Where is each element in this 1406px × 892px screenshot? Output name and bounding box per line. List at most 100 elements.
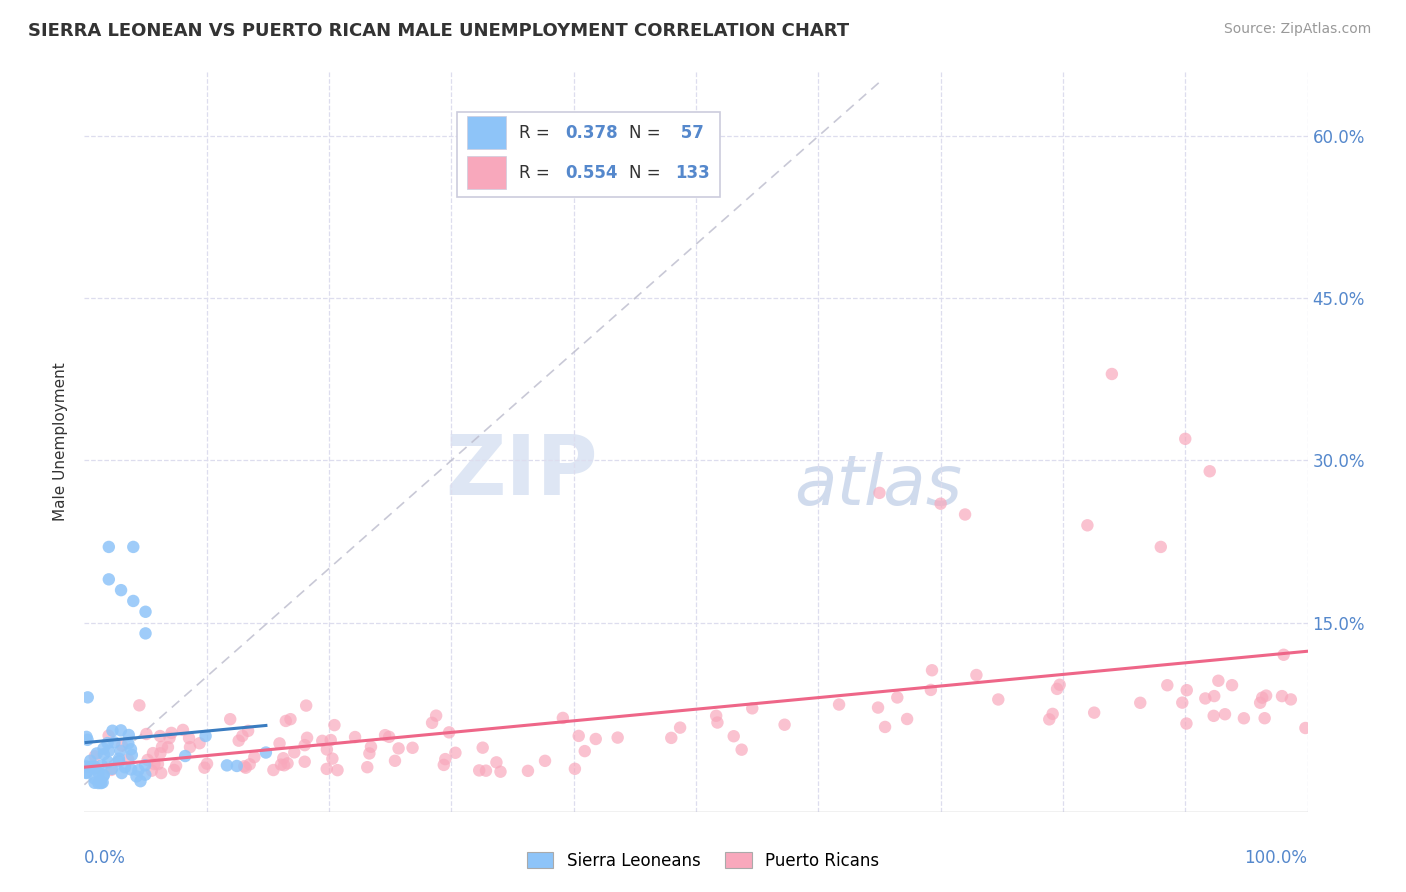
Point [315,762,337,776]
Point [344,730,367,744]
Point [83,776,105,790]
Point [97,540,120,554]
Point [360,739,382,754]
Point [1194,691,1216,706]
Point [150,739,173,754]
Point [188,736,211,750]
Point [120,742,142,756]
Point [269,736,291,750]
Point [156,740,179,755]
Point [174,749,197,764]
Text: 0.0%: 0.0% [84,849,127,867]
Point [485,756,508,770]
Point [135,605,157,619]
Point [97,572,120,586]
Point [568,729,591,743]
Point [254,746,277,760]
Text: 100.0%: 100.0% [1244,849,1308,867]
Point [1294,721,1316,735]
Point [101,723,124,738]
Point [149,746,172,760]
Point [108,755,131,769]
Point [669,721,692,735]
Point [262,763,284,777]
Point [277,756,299,771]
Point [1101,367,1123,381]
Point [122,594,145,608]
Point [886,690,908,705]
Point [243,750,266,764]
Point [110,723,132,738]
Text: 57: 57 [675,124,704,142]
Point [1171,696,1194,710]
Point [108,752,131,766]
Point [475,764,498,778]
Point [118,728,141,742]
Point [117,753,139,767]
Point [965,668,987,682]
Point [90,758,112,772]
Point [359,747,381,761]
Point [76,732,98,747]
Point [136,753,159,767]
Point [987,692,1010,706]
Point [235,761,257,775]
Text: SIERRA LEONEAN VS PUERTO RICAN MALE UNEMPLOYMENT CORRELATION CHART: SIERRA LEONEAN VS PUERTO RICAN MALE UNEM… [28,22,849,40]
Point [1253,711,1275,725]
Point [75,766,97,780]
Point [704,708,727,723]
Point [83,761,105,775]
Point [378,730,401,744]
Point [97,736,120,750]
Point [193,761,215,775]
Point [91,775,114,789]
Point [433,758,456,772]
Point [79,759,101,773]
Point [1042,706,1064,721]
Point [1046,681,1069,696]
Point [920,682,942,697]
Point [606,731,628,745]
Point [236,723,259,738]
Point [125,769,148,783]
Point [117,736,139,750]
FancyBboxPatch shape [467,116,506,150]
Point [93,768,115,782]
Point [730,742,752,756]
Point [75,759,97,773]
Point [741,701,763,715]
Point [149,729,172,743]
Point [294,738,316,752]
Point [1233,711,1256,725]
Point [97,755,120,769]
Point [384,754,406,768]
Point [873,720,896,734]
Point [83,772,105,786]
Point [1272,648,1295,662]
Point [97,744,120,758]
Point [239,757,262,772]
Point [773,717,796,731]
Point [83,749,105,764]
Point [706,715,728,730]
Point [401,740,423,755]
Point [1175,716,1198,731]
Point [129,774,152,789]
Point [163,763,186,777]
Point [866,700,889,714]
Point [160,726,183,740]
Point [319,733,342,747]
Point [93,747,115,761]
Point [896,712,918,726]
Point [315,742,337,756]
Point [434,752,457,766]
Point [195,756,218,771]
Point [101,762,124,776]
Point [87,776,110,790]
Point [723,729,745,743]
Point [111,766,134,780]
Point [869,486,891,500]
Point [134,767,156,781]
Point [128,698,150,713]
Point [76,690,98,705]
